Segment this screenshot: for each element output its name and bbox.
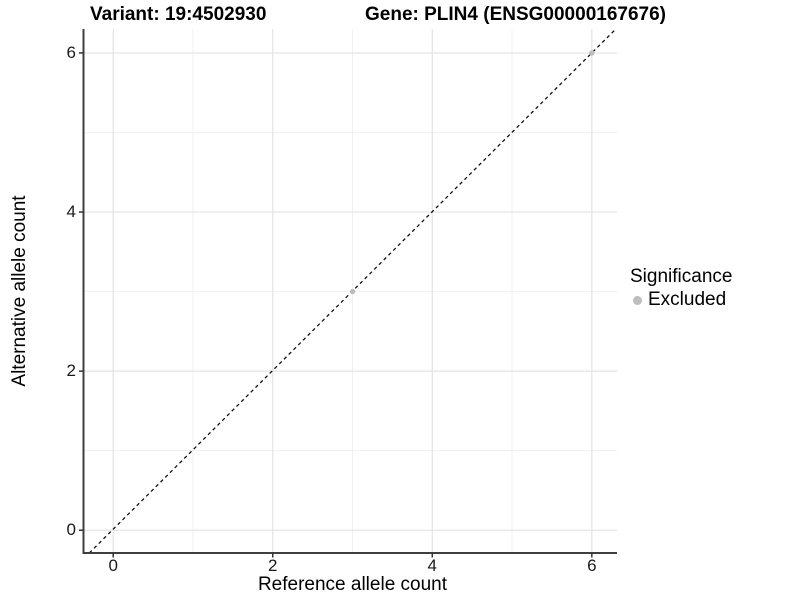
data-point — [349, 288, 356, 295]
legend: Significance Excluded — [630, 266, 732, 311]
legend-item-label: Excluded — [648, 289, 727, 310]
y-axis-title: Alternative allele count — [9, 195, 30, 387]
x-tick-label: 2 — [268, 556, 278, 575]
y-tick-label: 4 — [66, 202, 76, 222]
y-tick-label: 0 — [66, 520, 76, 540]
data-point — [589, 50, 595, 56]
x-tick-label: 4 — [427, 556, 437, 575]
y-tick-label: 2 — [66, 361, 76, 381]
legend-item-excluded: Excluded — [630, 289, 732, 311]
legend-title: Significance — [630, 266, 733, 287]
variant-title: Variant: 19:4502930 — [90, 4, 267, 25]
x-axis-title: Reference allele count — [257, 574, 448, 595]
axis-lines — [82, 29, 617, 554]
gene-title: Gene: PLIN4 (ENSG00000167676) — [365, 4, 666, 25]
x-tick-label: 6 — [587, 556, 597, 575]
excluded-point-icon — [633, 295, 642, 305]
x-tick-label: 0 — [108, 556, 118, 575]
y-tick-label: 6 — [66, 42, 76, 62]
